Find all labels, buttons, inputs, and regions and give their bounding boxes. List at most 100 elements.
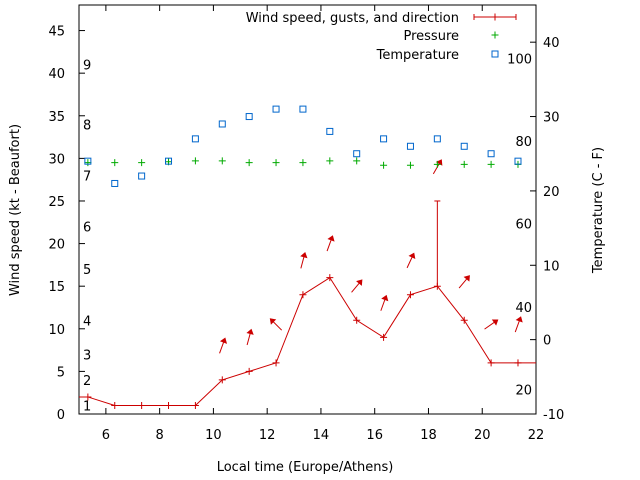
x-tick-label: 6 [102, 428, 110, 443]
y-tick-label: 35 [48, 110, 65, 125]
temperature-series [84, 105, 522, 187]
pressure-point [380, 161, 388, 169]
temperature-point [299, 105, 307, 113]
wind-direction-arrow [406, 252, 416, 269]
y-axis-label: Wind speed (kt - Beaufort) [8, 124, 23, 296]
wind-point [165, 401, 173, 409]
y-tick-label: 30 [48, 152, 65, 167]
plot-frame [78, 4, 537, 415]
beaufort-label: 8 [83, 118, 91, 133]
temperature-point [138, 172, 146, 180]
x-tick-labels: 6 8 10 12 14 16 18 20 22 [102, 428, 545, 443]
legend-marker-pressure [491, 31, 499, 39]
wind-point [218, 376, 226, 384]
axis-ticks [79, 5, 537, 415]
y2-tick-label: 20 [543, 185, 560, 200]
temperature-point [326, 127, 334, 135]
wind-direction-arrow [351, 279, 363, 293]
pressure-point [299, 159, 307, 167]
fahrenheit-label: 20 [515, 383, 532, 398]
x-tick-label: 10 [205, 428, 222, 443]
wind-point [272, 359, 280, 367]
wind-direction-arrow [269, 318, 283, 331]
temperature-point [218, 120, 226, 128]
temperature-point [380, 135, 388, 143]
y-tick-label: 0 [57, 408, 65, 423]
x-tick-label: 16 [366, 428, 383, 443]
pressure-series [84, 157, 522, 169]
fahrenheit-label: 100 [507, 53, 532, 68]
pressure-point [460, 160, 468, 168]
wind-direction-arrow [458, 275, 470, 289]
wind-point [191, 401, 199, 409]
pressure-point [433, 160, 441, 168]
wind-direction-arrow [484, 319, 499, 330]
pressure-point [272, 159, 280, 167]
pressure-point [406, 161, 414, 169]
wind-direction-arrow [246, 328, 254, 346]
beaufort-label: 3 [83, 348, 91, 363]
wind-point [111, 401, 119, 409]
pressure-point [191, 157, 199, 165]
wind-point [245, 367, 253, 375]
temperature-point [353, 150, 361, 158]
wind-line [79, 276, 536, 406]
pressure-point [218, 157, 226, 165]
beaufort-label: 9 [83, 59, 91, 74]
wind-direction-arrow [300, 252, 308, 269]
beaufort-labels: 1 2 3 4 5 6 7 8 9 [83, 59, 91, 415]
pressure-point [245, 159, 253, 167]
legend: Wind speed, gusts, and direction Pressure… [246, 11, 517, 63]
temperature-point [111, 179, 119, 187]
wind-series [79, 159, 536, 409]
beaufort-label: 2 [83, 374, 91, 389]
pressure-point [138, 159, 146, 167]
temperature-point [433, 135, 441, 143]
fahrenheit-label: 80 [515, 135, 532, 150]
wind-point [138, 401, 146, 409]
y-tick-label: 45 [48, 25, 65, 40]
fahrenheit-labels: 20 40 60 80 100 [507, 53, 532, 399]
y-tick-label: 25 [48, 195, 65, 210]
y-tick-label: 10 [48, 323, 65, 338]
x-tick-label: 14 [313, 428, 330, 443]
beaufort-label: 4 [83, 314, 91, 329]
pressure-point [353, 157, 361, 165]
y2-tick-label: -10 [543, 408, 564, 423]
x-tick-label: 20 [474, 428, 491, 443]
legend-label-temperature: Temperature [376, 48, 459, 63]
beaufort-label: 7 [83, 169, 91, 184]
wind-point [84, 393, 92, 401]
y2-tick-labels: -10 0 10 20 30 40 [543, 36, 564, 423]
temperature-point [191, 135, 199, 143]
beaufort-label: 5 [83, 263, 91, 278]
legend-marker-temperature [491, 50, 499, 58]
pressure-point [84, 159, 92, 167]
wind-point [487, 359, 495, 367]
temperature-point [487, 150, 495, 158]
wind-direction-arrow [219, 337, 228, 354]
wind-point [514, 359, 522, 367]
y2-tick-label: 40 [543, 36, 560, 51]
temperature-point [514, 157, 522, 165]
temperature-point [245, 113, 253, 121]
wind-point [353, 316, 361, 324]
y2-tick-label: 0 [543, 334, 551, 349]
pressure-point [487, 160, 495, 168]
y-tick-label: 15 [48, 280, 65, 295]
x-tick-label: 18 [420, 428, 437, 443]
pressure-point [326, 157, 334, 165]
y2-tick-label: 30 [543, 111, 560, 126]
y2-axis-label: Temperature (C - F) [591, 147, 606, 274]
y-tick-label: 5 [57, 365, 65, 380]
y-tick-label: 40 [48, 67, 65, 82]
fahrenheit-label: 40 [515, 301, 532, 316]
wind-point [326, 274, 334, 282]
wind-point [380, 333, 388, 341]
beaufort-label: 6 [83, 221, 91, 236]
beaufort-label: 1 [83, 399, 91, 414]
wind-point [460, 316, 468, 324]
x-tick-label: 22 [528, 428, 545, 443]
y-tick-labels: 0 5 10 15 20 25 30 35 40 45 [48, 25, 65, 423]
